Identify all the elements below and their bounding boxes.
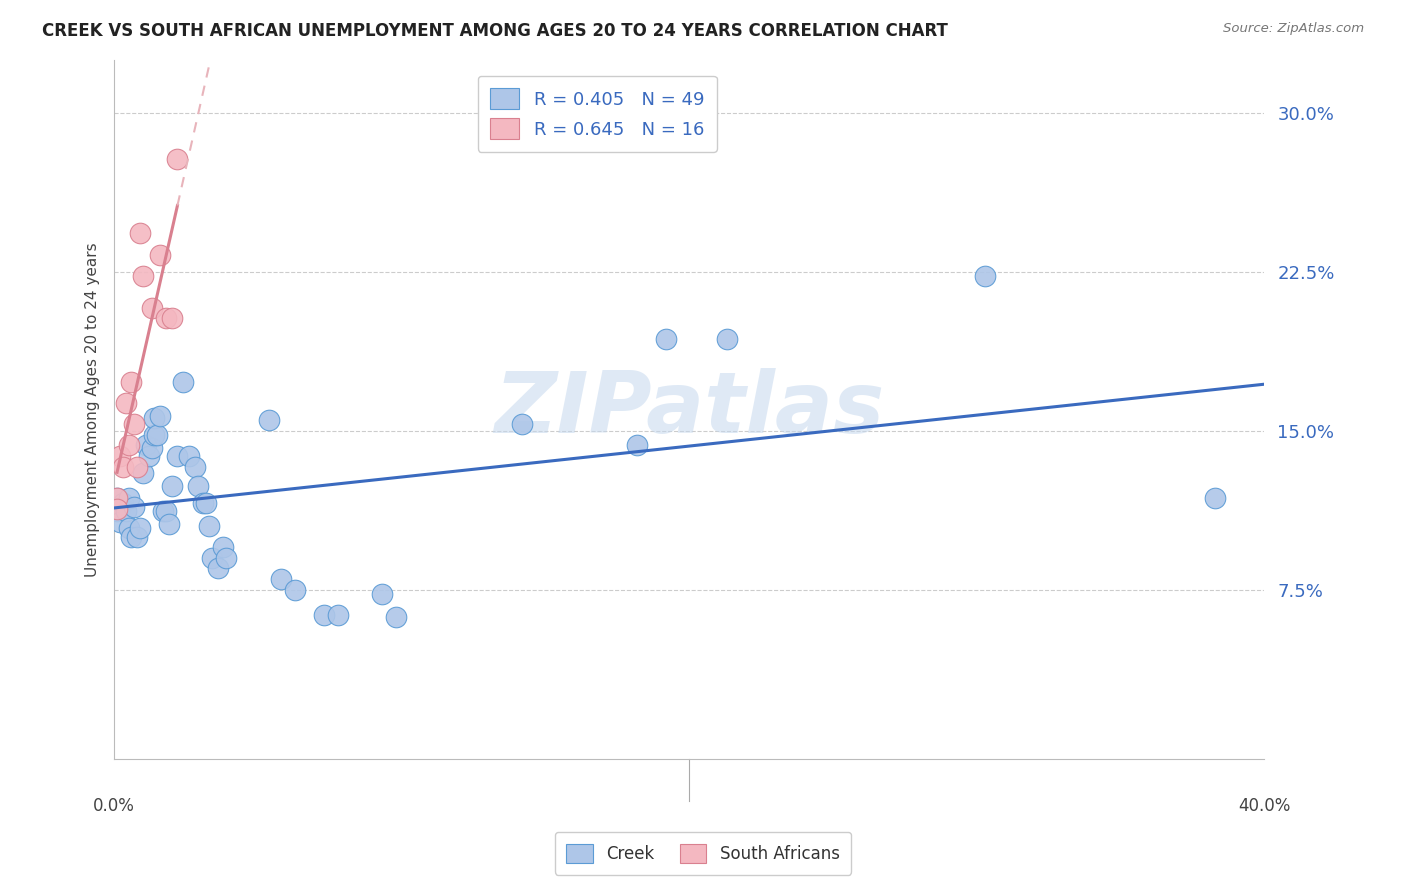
Point xyxy=(117,521,139,535)
Point xyxy=(157,516,180,531)
Point xyxy=(207,561,229,575)
Point xyxy=(370,587,392,601)
Point xyxy=(111,459,134,474)
Text: Source: ZipAtlas.com: Source: ZipAtlas.com xyxy=(1223,22,1364,36)
Point xyxy=(111,495,134,509)
Point xyxy=(114,504,136,518)
Point xyxy=(124,500,146,514)
Legend: Creek, South Africans: Creek, South Africans xyxy=(555,832,851,875)
Point xyxy=(626,438,648,452)
Point xyxy=(166,153,188,167)
Point xyxy=(149,247,172,261)
Point xyxy=(146,427,169,442)
Point xyxy=(201,550,224,565)
Point xyxy=(108,515,131,529)
Point xyxy=(166,449,188,463)
Point xyxy=(974,268,997,283)
Point xyxy=(120,529,142,543)
Point xyxy=(117,438,139,452)
Point xyxy=(259,413,281,427)
Point xyxy=(193,495,215,509)
Point xyxy=(328,607,350,622)
Point xyxy=(149,409,172,423)
Point xyxy=(177,449,200,463)
Point xyxy=(385,610,408,624)
Point xyxy=(655,332,678,346)
Point xyxy=(105,491,128,506)
Point xyxy=(127,459,149,474)
Y-axis label: Unemployment Among Ages 20 to 24 years: Unemployment Among Ages 20 to 24 years xyxy=(86,242,100,576)
Legend: R = 0.405   N = 49, R = 0.645   N = 16: R = 0.405 N = 49, R = 0.645 N = 16 xyxy=(478,76,717,152)
Point xyxy=(143,410,166,425)
Point xyxy=(512,417,534,432)
Point xyxy=(105,504,128,518)
Point xyxy=(716,332,738,346)
Text: 0.0%: 0.0% xyxy=(93,797,135,815)
Point xyxy=(195,495,218,509)
Point xyxy=(284,582,307,597)
Point xyxy=(198,519,221,533)
Point xyxy=(1204,491,1226,506)
Point xyxy=(108,449,131,463)
Point xyxy=(105,491,128,506)
Point xyxy=(105,502,128,516)
Point xyxy=(132,466,155,480)
Point xyxy=(141,441,163,455)
Point xyxy=(152,504,174,518)
Point xyxy=(138,449,160,463)
Point xyxy=(132,268,155,283)
Point xyxy=(129,521,152,535)
Text: CREEK VS SOUTH AFRICAN UNEMPLOYMENT AMONG AGES 20 TO 24 YEARS CORRELATION CHART: CREEK VS SOUTH AFRICAN UNEMPLOYMENT AMON… xyxy=(42,22,948,40)
Point xyxy=(155,311,177,326)
Point xyxy=(160,478,183,492)
Point xyxy=(172,375,194,389)
Text: 40.0%: 40.0% xyxy=(1239,797,1291,815)
Point xyxy=(270,572,292,586)
Point xyxy=(124,417,146,432)
Point xyxy=(212,540,235,554)
Point xyxy=(129,227,152,241)
Point xyxy=(312,607,335,622)
Point xyxy=(117,491,139,506)
Point xyxy=(127,529,149,543)
Point xyxy=(114,396,136,410)
Point xyxy=(160,311,183,326)
Point xyxy=(183,459,205,474)
Point xyxy=(135,438,157,452)
Point xyxy=(155,504,177,518)
Point xyxy=(120,375,142,389)
Point xyxy=(143,427,166,442)
Point xyxy=(141,301,163,315)
Point xyxy=(187,478,209,492)
Text: ZIPatlas: ZIPatlas xyxy=(494,368,884,450)
Point xyxy=(108,502,131,516)
Point xyxy=(215,550,238,565)
